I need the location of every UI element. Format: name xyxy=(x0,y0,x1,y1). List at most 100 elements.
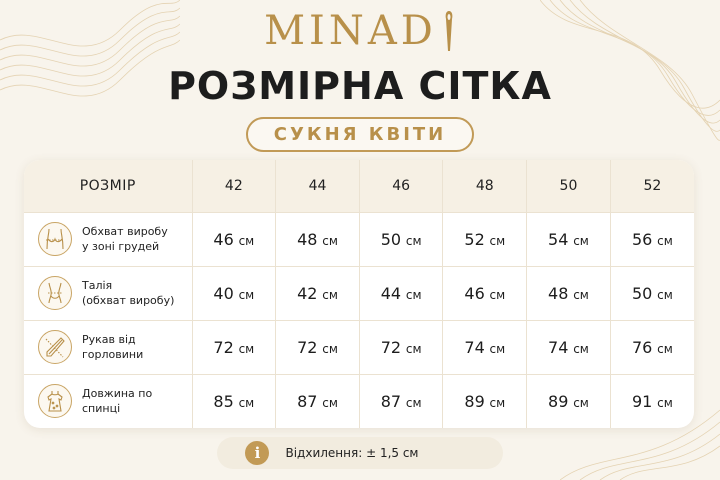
measurement-value: 74 xyxy=(464,337,485,357)
measurement-unit: см xyxy=(405,233,422,248)
measurement-value-cell: 85 см xyxy=(192,373,277,428)
measurement-unit: см xyxy=(573,287,589,302)
measurement-value-cell: 91 см xyxy=(610,373,694,428)
info-icon: i xyxy=(245,441,270,465)
measurement-value: 89 xyxy=(464,391,485,411)
measurement-label-line: Рукав від горловини xyxy=(82,333,144,361)
measurement-unit: см xyxy=(322,233,338,248)
measurement-value: 85 xyxy=(213,391,234,411)
size-header-cell: 42 xyxy=(192,160,277,212)
measurement-value: 54 xyxy=(548,229,569,249)
brand-logo-text: MINAD xyxy=(264,8,437,54)
size-header-cell: 44 xyxy=(275,160,360,212)
measurement-value: 42 xyxy=(297,283,318,303)
sleeve-icon xyxy=(38,330,72,364)
measurement-unit: см xyxy=(573,395,589,410)
measurement-value-cell: 72 см xyxy=(192,319,277,374)
measurement-value: 46 xyxy=(213,229,234,249)
measurement-value: 72 xyxy=(213,337,234,357)
size-chart-table: РОЗМІР 42 44 46 48 50 52 Обхват виробу у … xyxy=(24,160,694,428)
measurement-label-cell: Обхват виробу у зоні грудей xyxy=(24,211,193,266)
size-column-header: РОЗМІР xyxy=(24,160,193,212)
measurement-unit: см xyxy=(573,341,589,356)
measurement-value-cell: 89 см xyxy=(442,373,528,428)
measurement-label-line: Довжина по спинці xyxy=(82,387,153,416)
brand-logo: MINAD xyxy=(0,8,720,56)
measurement-value-cell: 89 см xyxy=(526,373,611,428)
measurement-unit: см xyxy=(322,395,338,410)
product-name-badge: СУКНЯ КВІТИ xyxy=(245,117,475,152)
measurement-unit: см xyxy=(322,341,338,356)
measurement-label: Рукав від горловини xyxy=(82,332,192,362)
measurement-value-cell: 72 см xyxy=(275,319,360,374)
measurement-value: 56 xyxy=(631,229,653,249)
measurement-value: 91 xyxy=(631,391,653,411)
needle-icon xyxy=(445,11,453,51)
table-header-row: РОЗМІР 42 44 46 48 50 52 xyxy=(24,160,694,212)
measurement-value: 40 xyxy=(213,283,234,303)
bust-icon xyxy=(38,222,72,256)
measurement-value-cell: 42 см xyxy=(275,265,360,320)
measurement-label-cell: Рукав від горловини xyxy=(24,319,193,374)
measurement-unit: см xyxy=(489,233,506,248)
measurement-value-cell: 87 см xyxy=(359,373,444,428)
measurement-unit: см xyxy=(238,233,255,248)
measurement-value-cell: 48 см xyxy=(526,265,611,320)
measurement-unit: см xyxy=(405,287,422,302)
measurement-value: 72 xyxy=(380,337,402,357)
measurement-label: Талія (обхват виробу) xyxy=(82,278,174,308)
measurement-unit: см xyxy=(489,395,506,410)
measurement-value: 89 xyxy=(548,391,569,411)
measurement-value-cell: 87 см xyxy=(275,373,360,428)
measurement-value: 48 xyxy=(297,229,318,249)
measurement-unit: см xyxy=(657,395,673,410)
table-row: Довжина по спинці 85 см 87 см 87 см 89 см 89 … xyxy=(24,373,694,428)
measurement-value: 52 xyxy=(464,229,485,249)
measurement-label-cell: Талія (обхват виробу) xyxy=(24,265,193,320)
measurement-unit: см xyxy=(657,287,673,302)
measurement-value: 46 xyxy=(464,283,485,303)
table-row: Рукав від горловини 72 см 72 см 72 см 74 см 7… xyxy=(24,319,694,374)
size-header-cell: 46 xyxy=(359,160,444,212)
measurement-value-cell: 72 см xyxy=(359,319,444,374)
measurement-label-line: у зоні грудей xyxy=(82,240,160,253)
measurement-value: 72 xyxy=(297,337,318,357)
measurement-value-cell: 74 см xyxy=(526,319,611,374)
measurement-value: 87 xyxy=(297,391,318,411)
measurement-label-line: Обхват виробу xyxy=(82,225,168,238)
measurement-unit: см xyxy=(573,233,589,248)
size-chart-card: РОЗМІР 42 44 46 48 50 52 Обхват виробу у … xyxy=(24,160,694,428)
measurement-unit: см xyxy=(657,233,673,248)
measurement-unit: см xyxy=(238,341,255,356)
measurement-unit: см xyxy=(657,341,673,356)
measurement-value: 76 xyxy=(631,337,653,357)
measurement-label: Обхват виробу у зоні грудей xyxy=(82,224,168,254)
measurement-value-cell: 48 см xyxy=(275,211,360,266)
measurement-value-cell: 46 см xyxy=(192,211,277,266)
table-row: Талія (обхват виробу) 40 см 42 см 44 см 46 см… xyxy=(24,265,694,320)
tolerance-note-text: Відхилення: ± 1,5 см xyxy=(285,446,419,460)
measurement-value-cell: 46 см xyxy=(442,265,528,320)
measurement-value-cell: 76 см xyxy=(610,319,694,374)
tolerance-note: i Відхилення: ± 1,5 см xyxy=(217,437,503,469)
measurement-value-cell: 44 см xyxy=(359,265,444,320)
measurement-unit: см xyxy=(405,341,422,356)
measurement-unit: см xyxy=(405,395,422,410)
measurement-unit: см xyxy=(238,287,255,302)
size-header-cell: 50 xyxy=(526,160,611,212)
size-header-cell: 48 xyxy=(442,160,528,212)
measurement-unit: см xyxy=(322,287,338,302)
measurement-value-cell: 50 см xyxy=(359,211,444,266)
page-title: РОЗМІРНА СІТКА xyxy=(168,64,552,108)
measurement-label-cell: Довжина по спинці xyxy=(24,373,193,428)
measurement-label-line: Талія xyxy=(82,279,113,292)
measurement-value-cell: 40 см xyxy=(192,265,277,320)
measurement-value-cell: 74 см xyxy=(442,319,528,374)
measurement-value: 74 xyxy=(548,337,569,357)
measurement-value: 48 xyxy=(548,283,569,303)
table-row: Обхват виробу у зоні грудей 46 см 48 см 50 с… xyxy=(24,211,694,266)
measurement-unit: см xyxy=(489,287,506,302)
measurement-value-cell: 52 см xyxy=(442,211,528,266)
size-header-cell: 52 xyxy=(643,177,662,194)
measurement-value-cell: 56 см xyxy=(610,211,694,266)
